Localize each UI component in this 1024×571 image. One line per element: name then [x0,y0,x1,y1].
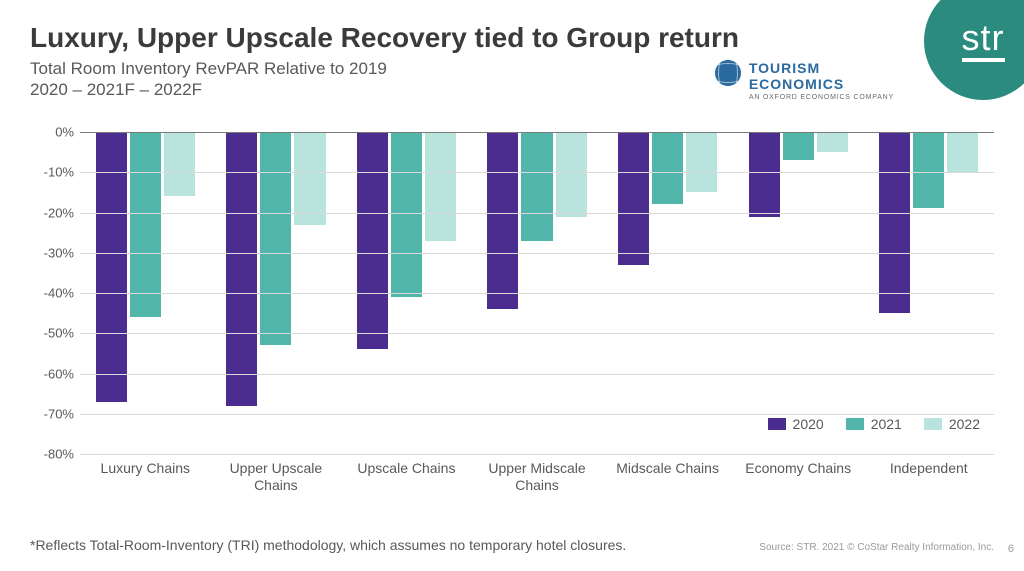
x-tick-label: Independent [863,454,994,502]
bar-fill [947,132,978,172]
bar-fill [817,132,848,152]
legend-label: 2020 [793,416,824,432]
te-text-block: TOURISM ECONOMICS AN OXFORD ECONOMICS CO… [749,60,894,101]
legend-item: 2021 [846,416,902,432]
x-tick-label: Upper Upscale Chains [211,454,342,502]
te-subline: AN OXFORD ECONOMICS COMPANY [749,94,894,101]
globe-icon [715,60,741,86]
bar-fill [487,132,518,309]
legend-label: 2022 [949,416,980,432]
slide-title: Luxury, Upper Upscale Recovery tied to G… [30,22,739,54]
grid-line [80,253,994,254]
slide-subtitle: Total Room Inventory RevPAR Relative to … [30,58,739,101]
grid-line [80,132,994,133]
y-tick-label: 0% [30,125,74,140]
x-tick-label: Midscale Chains [602,454,733,502]
legend-item: 2022 [924,416,980,432]
bar-fill [618,132,649,265]
grid-line [80,333,994,334]
str-logo: str [914,0,1024,100]
y-tick-label: -60% [30,366,74,381]
y-tick-label: -50% [30,326,74,341]
bar-fill [556,132,587,217]
title-block: Luxury, Upper Upscale Recovery tied to G… [30,22,739,101]
legend: 2020 2021 2022 [768,416,980,432]
y-tick-label: -70% [30,406,74,421]
x-tick-label: Upscale Chains [341,454,472,502]
legend-swatch [768,418,786,430]
bar-fill [749,132,780,217]
bar-fill [425,132,456,241]
legend-swatch [924,418,942,430]
bar-fill [652,132,683,204]
legend-item: 2020 [768,416,824,432]
str-text: str [962,20,1005,62]
y-tick-label: -20% [30,205,74,220]
source-text: Source: STR. 2021 © CoStar Realty Inform… [759,542,994,553]
slide: Luxury, Upper Upscale Recovery tied to G… [0,0,1024,571]
subtitle-line-1: Total Room Inventory RevPAR Relative to … [30,59,387,78]
grid-line [80,414,994,415]
bar-fill [686,132,717,192]
grid-line [80,293,994,294]
bar-fill [783,132,814,160]
te-line-2: ECONOMICS [749,76,894,92]
grid-line [80,172,994,173]
x-tick-label: Luxury Chains [80,454,211,502]
y-tick-label: -30% [30,245,74,260]
x-tick-label: Upper Midscale Chains [472,454,603,502]
plot-area: 0%-10%-20%-30%-40%-50%-60%-70%-80% [80,132,994,454]
x-axis-labels: Luxury ChainsUpper Upscale ChainsUpscale… [80,454,994,502]
y-tick-label: -40% [30,286,74,301]
legend-swatch [846,418,864,430]
footnote: *Reflects Total-Room-Inventory (TRI) met… [30,537,626,553]
bar-chart: 0%-10%-20%-30%-40%-50%-60%-70%-80% Luxur… [30,132,994,502]
page-number: 6 [1008,543,1014,555]
bar-fill [164,132,195,196]
bar-fill [130,132,161,317]
grid-line [80,374,994,375]
te-line-1: TOURISM [749,60,894,76]
bar-fill [294,132,325,225]
str-circle: str [924,0,1024,100]
bar-fill [357,132,388,349]
bar-fill [913,132,944,208]
bar-fill [391,132,422,297]
grid-line [80,213,994,214]
subtitle-line-2: 2020 – 2021F – 2022F [30,80,202,99]
bar-fill [521,132,552,241]
tourism-economics-logo: TOURISM ECONOMICS AN OXFORD ECONOMICS CO… [715,60,894,101]
bar-fill [879,132,910,313]
y-tick-label: -80% [30,447,74,462]
x-tick-label: Economy Chains [733,454,864,502]
bar-fill [260,132,291,345]
y-tick-label: -10% [30,165,74,180]
legend-label: 2021 [871,416,902,432]
